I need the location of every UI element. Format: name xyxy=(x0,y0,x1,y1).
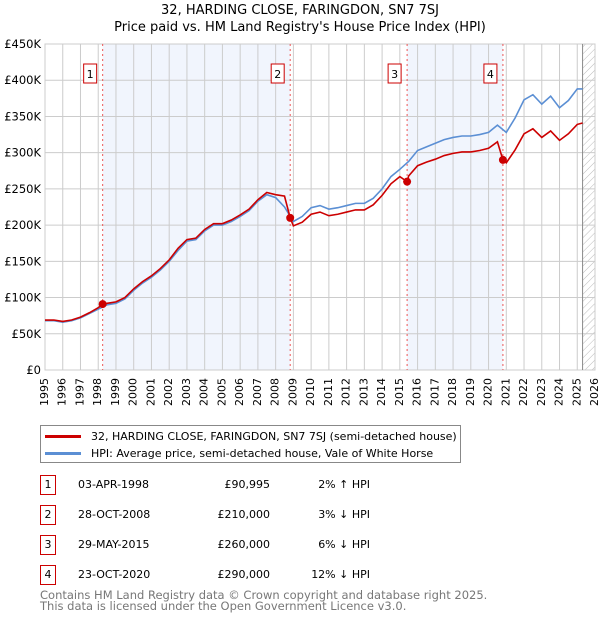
sale-date: 23-OCT-2020 xyxy=(78,568,151,581)
sale-date: 29-MAY-2015 xyxy=(78,538,150,551)
sale-label-box xyxy=(270,63,285,84)
y-tick-label: £0 xyxy=(26,363,41,377)
footer: Contains HM Land Registry data © Crown c… xyxy=(40,588,488,613)
x-tick-label: 2007 xyxy=(251,378,264,406)
chart-subtitle: Price paid vs. HM Land Registry's House … xyxy=(114,20,486,35)
legend-swatch-property xyxy=(45,434,81,438)
legend-swatch-hpi xyxy=(45,451,81,455)
x-tick-label: 2020 xyxy=(482,378,495,406)
x-tick-label: 2001 xyxy=(144,378,157,406)
x-tick-label: 2004 xyxy=(198,378,211,406)
sale-label-number: 4 xyxy=(487,68,494,81)
sale-number: 2 xyxy=(40,505,56,525)
x-tick-label: 2002 xyxy=(162,378,175,406)
sale-date: 03-APR-1998 xyxy=(78,478,150,491)
sale-price: £210,000 xyxy=(217,508,271,521)
x-tick-label: 2018 xyxy=(446,378,459,406)
y-tick-label: £400K xyxy=(4,73,41,87)
x-tick-label: 2005 xyxy=(215,378,228,406)
sale-hpi-diff: 12% ↓ HPI xyxy=(311,568,370,581)
x-tick-label: 2019 xyxy=(464,378,477,406)
sale-label-number: 2 xyxy=(274,68,281,81)
sale-price: £260,000 xyxy=(217,538,271,551)
sale-hpi-diff: 3% ↓ HPI xyxy=(318,508,370,521)
property-price-line xyxy=(45,122,583,323)
sale-number: 3 xyxy=(40,535,56,555)
x-tick-label: 2016 xyxy=(411,378,424,406)
sale-hpi-diff: 6% ↓ HPI xyxy=(318,538,370,551)
x-tick-label: 2021 xyxy=(499,378,512,406)
x-tick-label: 2012 xyxy=(340,378,353,406)
x-tick-label: 2010 xyxy=(304,378,317,406)
x-tick-label: 2000 xyxy=(127,378,140,406)
chart-title: 32, HARDING CLOSE, FARINGDON, SN7 7SJ xyxy=(161,3,439,18)
sale-price: £90,995 xyxy=(224,478,271,491)
sale-row: 3 29-MAY-2015 £260,000 6% ↓ HPI xyxy=(40,535,440,557)
sale-label-box xyxy=(483,63,498,84)
x-tick-label: 2014 xyxy=(375,378,388,406)
x-tick-label: 1996 xyxy=(56,378,69,406)
sale-point xyxy=(98,300,107,309)
footer-licence: This data is licensed under the Open Gov… xyxy=(40,599,407,613)
sale-point xyxy=(403,177,412,186)
x-tick-label: 2011 xyxy=(322,378,335,406)
x-tick-label: 2015 xyxy=(393,378,406,406)
footer-copyright: Contains HM Land Registry data © Crown c… xyxy=(40,588,488,602)
x-tick-label: 2017 xyxy=(428,378,441,406)
price-chart: 1995 1996 1997 1998 1999 2000 2001 2002 2003 2004… xyxy=(4,37,600,406)
y-tick-label: £250K xyxy=(4,182,41,196)
sale-price: £290,000 xyxy=(217,568,271,581)
y-tick-label: £300K xyxy=(4,146,41,160)
x-tick-label: 2025 xyxy=(570,378,583,406)
sale-number: 4 xyxy=(40,565,56,585)
y-tick-label: £150K xyxy=(4,254,41,268)
legend: 32, HARDING CLOSE, FARINGDON, SN7 7SJ (s… xyxy=(40,425,461,463)
shaded-period xyxy=(102,44,291,370)
legend-label-property: 32, HARDING CLOSE, FARINGDON, SN7 7SJ (s… xyxy=(91,429,457,443)
sale-point xyxy=(286,213,295,222)
sale-label-box xyxy=(387,63,402,84)
sale-date: 28-OCT-2008 xyxy=(78,508,151,521)
y-tick-label: £450K xyxy=(4,37,41,51)
sale-row: 2 28-OCT-2008 £210,000 3% ↓ HPI xyxy=(40,505,440,527)
x-tick-label: 2008 xyxy=(269,378,282,406)
sale-point xyxy=(498,155,507,164)
sale-row: 4 23-OCT-2020 £290,000 12% ↓ HPI xyxy=(40,565,440,587)
legend-label-hpi: HPI: Average price, semi-detached house,… xyxy=(91,446,434,460)
shaded-period xyxy=(407,44,503,370)
x-tick-label: 2009 xyxy=(286,378,299,406)
sale-label-number: 1 xyxy=(87,68,94,81)
sale-hpi-diff: 2% ↑ HPI xyxy=(318,478,370,491)
x-tick-label: 2026 xyxy=(588,378,600,406)
x-tick-label: 2022 xyxy=(517,378,530,406)
y-tick-label: £100K xyxy=(4,291,41,305)
sale-row: 1 03-APR-1998 £90,995 2% ↑ HPI xyxy=(40,475,440,497)
y-tick-label: £200K xyxy=(4,218,41,232)
sale-label-box xyxy=(83,63,98,84)
sale-label-number: 3 xyxy=(391,68,398,81)
x-tick-label: 2013 xyxy=(357,378,370,406)
forecast-hatch xyxy=(582,44,595,370)
y-tick-label: £50K xyxy=(12,327,42,341)
x-tick-label: 1999 xyxy=(109,378,122,406)
x-tick-label: 1998 xyxy=(91,378,104,406)
x-tick-label: 1997 xyxy=(73,378,86,406)
y-tick-label: £350K xyxy=(4,109,41,123)
hpi-line xyxy=(45,88,583,323)
x-tick-label: 2003 xyxy=(180,378,193,406)
sale-number: 1 xyxy=(40,475,56,495)
x-tick-label: 2006 xyxy=(233,378,246,406)
x-tick-label: 2024 xyxy=(553,378,566,406)
plot-frame xyxy=(44,43,596,371)
x-tick-label: 1995 xyxy=(38,378,51,406)
x-tick-label: 2023 xyxy=(535,378,548,406)
